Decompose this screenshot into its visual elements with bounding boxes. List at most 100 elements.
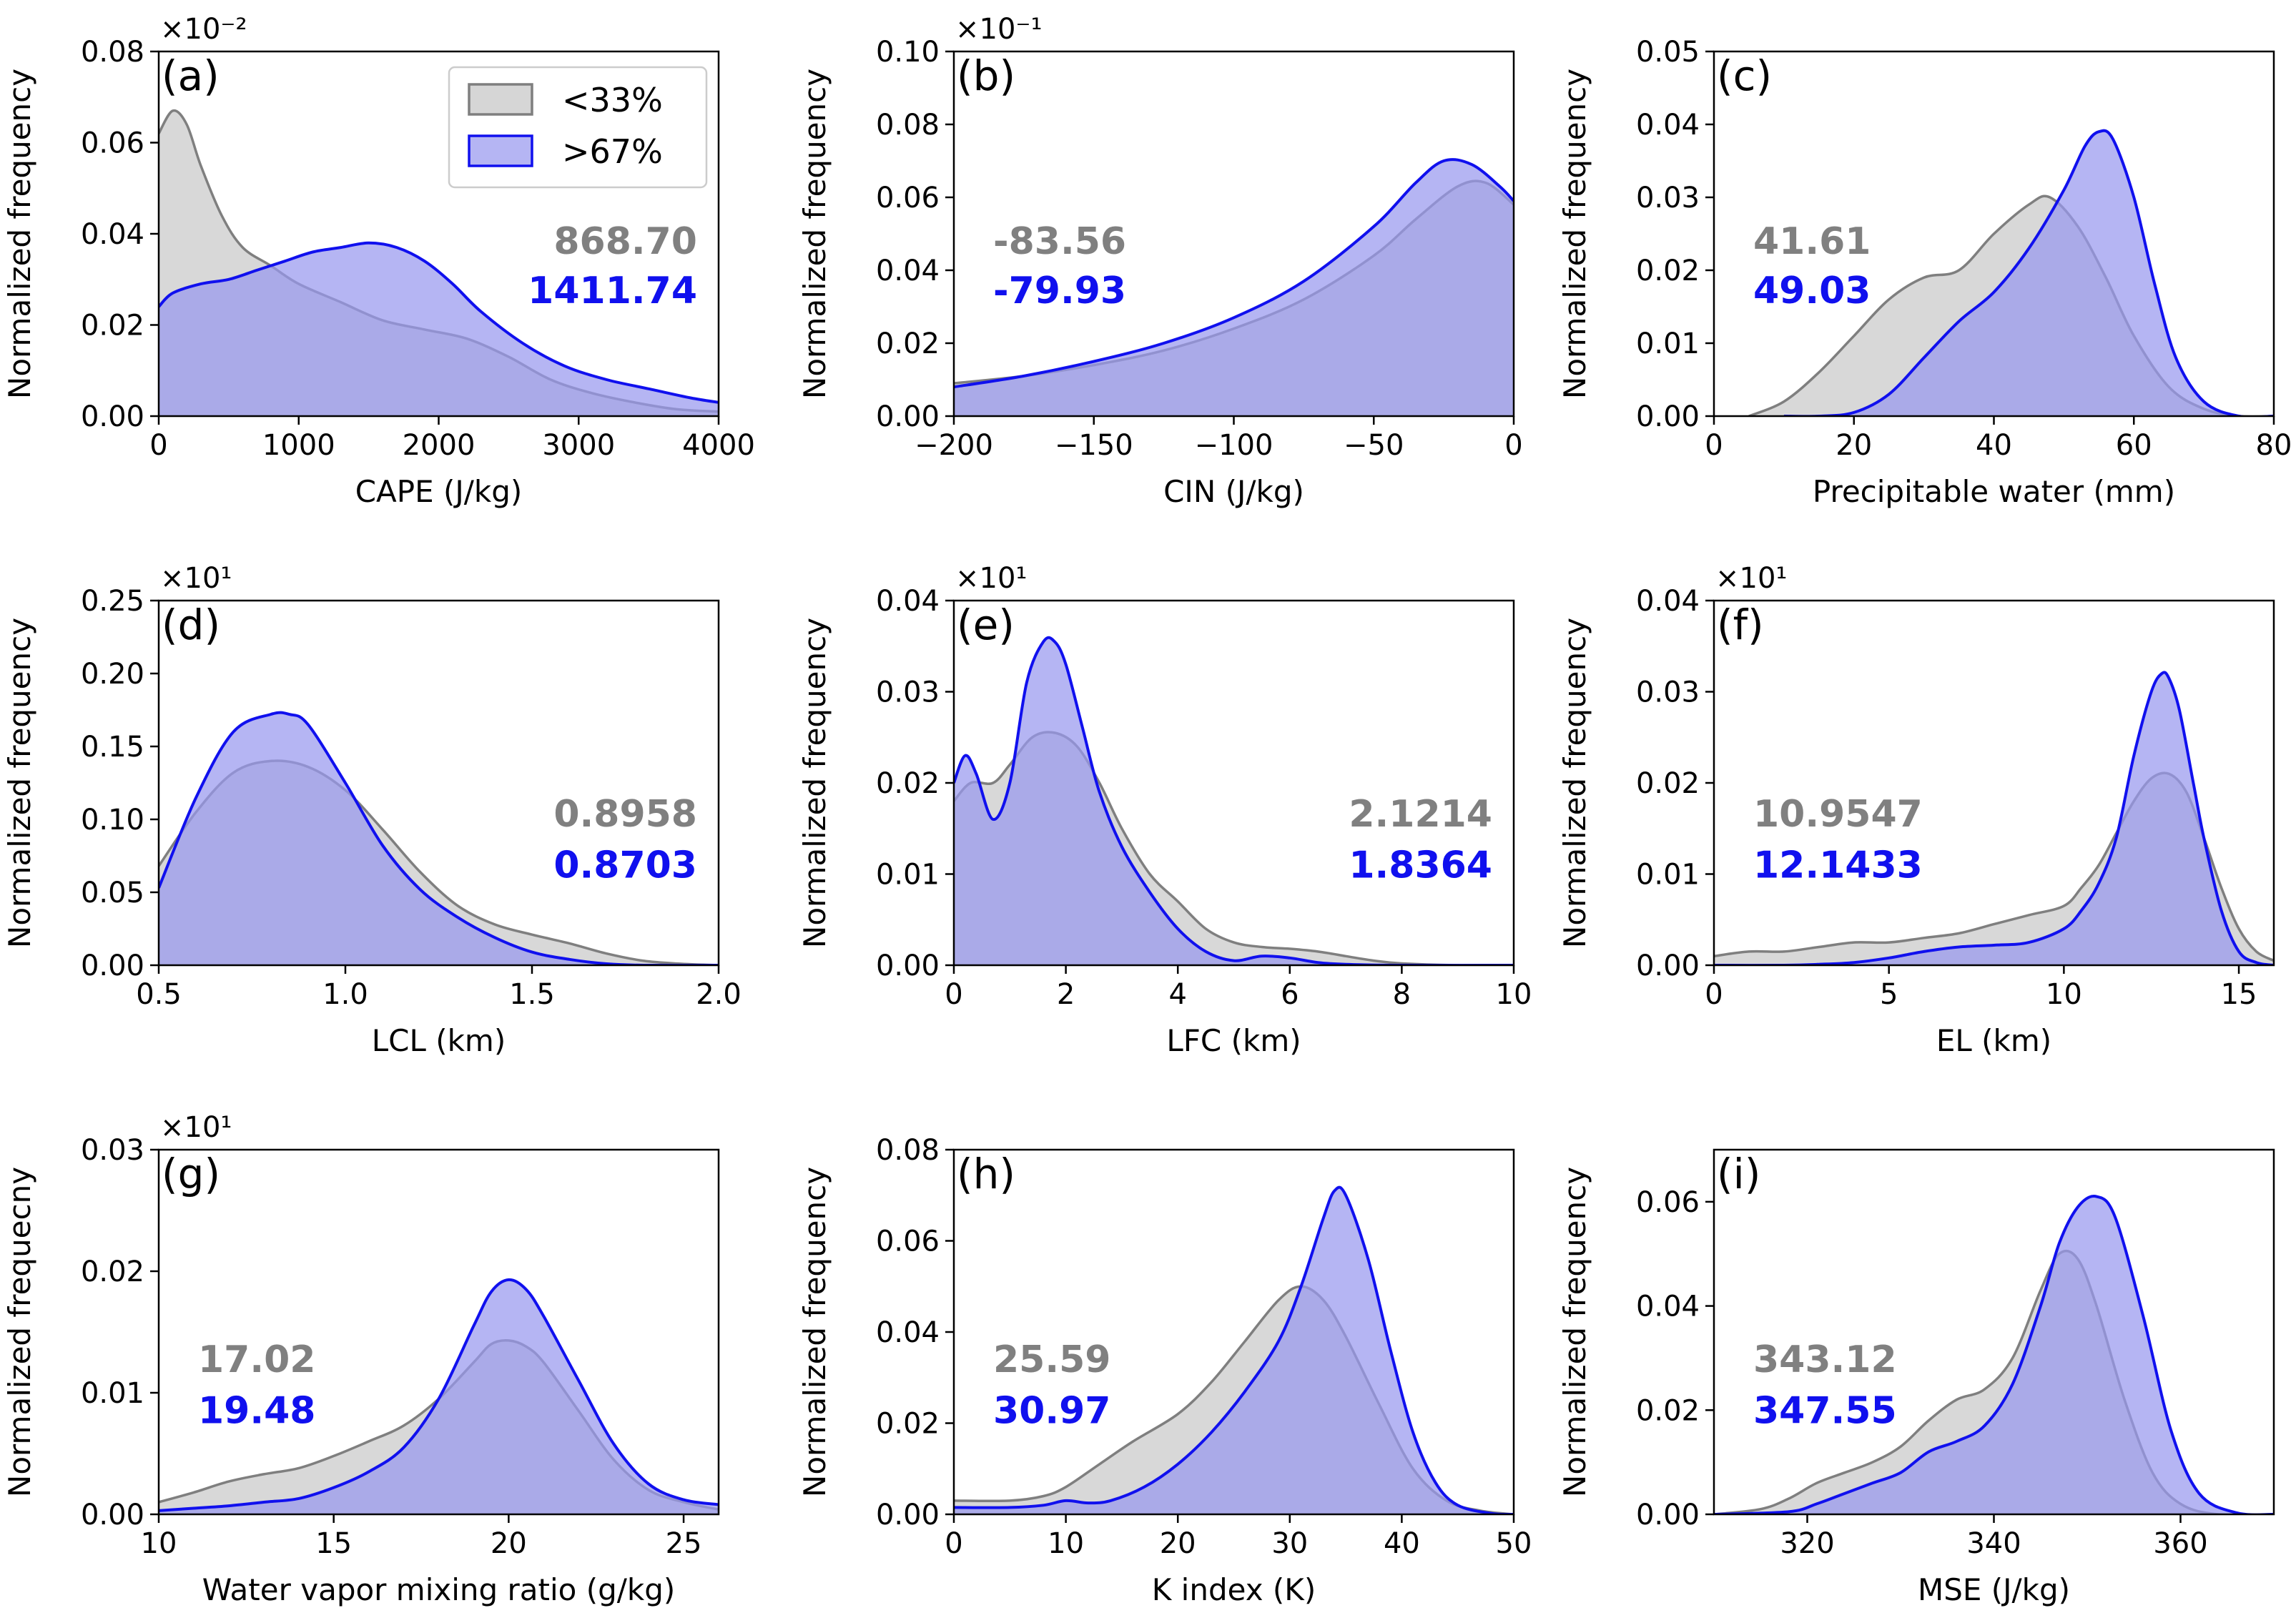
- x-tick-label: 2000: [403, 429, 476, 462]
- mean-value-low: 0.8958: [553, 793, 697, 836]
- y-tick-label: 0.00: [81, 1499, 144, 1531]
- density-line-high: [159, 241, 719, 404]
- density-line-high: [1714, 1195, 2274, 1514]
- y-axis-label: Normalized frequecny: [2, 1167, 37, 1497]
- y-tick-label: 0.01: [876, 859, 940, 892]
- density-area-high: [954, 159, 1514, 416]
- y-tick-label: 0.00: [876, 1499, 940, 1531]
- x-tick-label: 0: [149, 429, 167, 462]
- mean-value-low: 10.9547: [1753, 793, 1923, 836]
- x-tick-label: 30: [1271, 1527, 1308, 1560]
- density-line-high: [159, 1278, 719, 1512]
- density-line-high: [954, 1185, 1514, 1514]
- y-tick-label: 0.02: [1636, 767, 1700, 800]
- x-tick-label: 8: [1393, 978, 1411, 1011]
- y-tick-label: 0.04: [81, 218, 144, 251]
- x-tick-label: 10: [1496, 978, 1532, 1011]
- density-area-high: [1783, 130, 2274, 416]
- plot-area: [159, 1278, 719, 1514]
- subplot-f: 0 5 10 15 0.00 0.01 0.02 0.03 0.04 EL (km) Normali…: [1557, 562, 2275, 1058]
- legend-swatch-low: [468, 83, 533, 116]
- density-area-high: [159, 712, 719, 965]
- axes-frame: [157, 1148, 720, 1516]
- axis-multiplier: ×10⁻²: [160, 13, 247, 46]
- mean-value-high: -79.93: [993, 270, 1126, 312]
- y-tick-label: 0.25: [81, 585, 144, 618]
- mean-value-low: 41.61: [1753, 220, 1871, 263]
- y-tick-label: 0.20: [81, 658, 144, 691]
- y-tick-label: 0.02: [876, 767, 940, 800]
- axis-multiplier: ×10¹: [160, 562, 232, 595]
- mean-value-low: 868.70: [553, 220, 697, 263]
- subplot-d: 0.5 1.0 1.5 2.0 0.00 0.05 0.10 0.15 0.20 0.25 LCL …: [2, 562, 741, 1058]
- y-tick-label: 0.03: [876, 676, 940, 709]
- x-axis-label: LFC (km): [1166, 1023, 1301, 1058]
- x-tick-label: 0: [1705, 429, 1723, 462]
- y-tick-label: 0.00: [81, 400, 144, 433]
- x-tick-label: 15: [315, 1527, 352, 1560]
- x-tick-label: 10: [2046, 978, 2082, 1011]
- plot-area: [1714, 671, 2274, 965]
- x-axis-label: LCL (km): [372, 1023, 506, 1058]
- x-tick-label: 10: [141, 1527, 177, 1560]
- mean-value-high: 347.55: [1753, 1390, 1897, 1433]
- y-axis-label: Normalized frequency: [1557, 618, 1592, 948]
- y-tick-label: 0.06: [81, 127, 144, 160]
- plot-area: [159, 109, 719, 416]
- x-tick-label: 0.5: [136, 978, 182, 1011]
- axis-multiplier: ×10¹: [1715, 562, 1787, 595]
- mean-value-low: -83.56: [993, 220, 1126, 263]
- plot-area: [954, 636, 1514, 965]
- panel-label: (f): [1717, 601, 1764, 649]
- x-tick-label: 20: [491, 1527, 527, 1560]
- x-tick-label: 0: [945, 978, 962, 1011]
- x-tick-label: 4: [1168, 978, 1186, 1011]
- x-tick-label: 20: [1836, 429, 1872, 462]
- y-tick-label: 0.04: [876, 1316, 940, 1349]
- x-tick-label: 6: [1281, 978, 1299, 1011]
- x-tick-label: 2.0: [696, 978, 741, 1011]
- y-tick-label: 0.02: [1636, 1394, 1700, 1427]
- y-tick-label: 0.06: [1636, 1186, 1700, 1219]
- y-axis-label: Normalized frequency: [797, 1167, 832, 1497]
- y-tick-label: 0.01: [81, 1377, 144, 1410]
- y-tick-label: 0.06: [876, 182, 940, 214]
- density-line-high: [1783, 129, 2274, 416]
- y-tick-label: 0.00: [1636, 400, 1700, 433]
- plot-area: [954, 158, 1514, 416]
- subplot-e: 0 2 4 6 8 10 0.00 0.01 0.02 0.03 0.04 LFC (km) Norma…: [797, 562, 1532, 1058]
- x-tick-label: 25: [666, 1527, 702, 1560]
- y-tick-label: 0.05: [81, 877, 144, 909]
- y-tick-label: 0.10: [876, 36, 940, 69]
- mean-value-high: 1.8364: [1349, 844, 1492, 887]
- x-tick-label: 1000: [262, 429, 335, 462]
- y-tick-label: 0.02: [876, 1408, 940, 1441]
- x-tick-label: 4000: [682, 429, 755, 462]
- legend-label-low: <33%: [562, 81, 663, 119]
- density-line-low: [1714, 771, 2274, 962]
- plot-area: [1714, 1195, 2274, 1514]
- x-tick-label: 0: [1504, 429, 1522, 462]
- plot-area: [159, 711, 719, 965]
- mean-value-high: 0.8703: [553, 844, 697, 887]
- mean-value-high: 30.97: [993, 1390, 1110, 1433]
- y-tick-label: 0.06: [876, 1225, 940, 1258]
- panel-label: (e): [957, 601, 1015, 649]
- y-axis-label: Normalized frequency: [797, 69, 832, 399]
- panel-label: (b): [957, 51, 1015, 100]
- subplot-g: 10 15 20 25 0.00 0.01 0.02 0.03 Water vapor mixi…: [2, 1111, 720, 1607]
- x-tick-label: 60: [2116, 429, 2152, 462]
- density-line-high: [954, 158, 1514, 389]
- plot-area: [954, 1185, 1514, 1514]
- y-tick-label: 0.04: [1636, 585, 1700, 618]
- x-tick-label: 0: [1705, 978, 1723, 1011]
- x-axis-label: EL (km): [1936, 1023, 2051, 1058]
- axis-multiplier: ×10⁻¹: [955, 13, 1043, 46]
- x-tick-label: 80: [2256, 429, 2292, 462]
- x-tick-label: 10: [1048, 1527, 1084, 1560]
- y-axis-label: Normalized frequency: [2, 618, 37, 948]
- mean-value-high: 12.1433: [1753, 844, 1923, 887]
- y-axis-label: Normalized frequency: [1557, 1167, 1592, 1497]
- y-axis-label: Normalized frequency: [797, 618, 832, 948]
